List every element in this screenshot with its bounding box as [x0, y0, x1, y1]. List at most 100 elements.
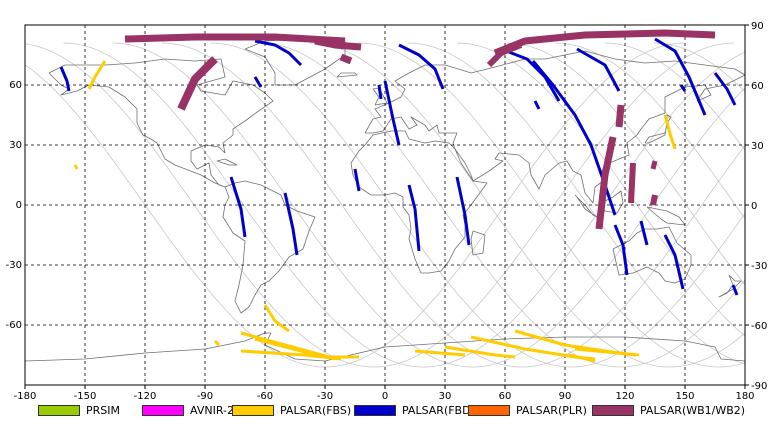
- coastline: [48, 58, 274, 188]
- x-tick-label: -90: [197, 391, 213, 402]
- orbit-track: [309, 42, 745, 368]
- legend: PRSIM AVNIR-2 PALSAR(FBS) PALSAR(FBD) PALSAR…: [0, 400, 770, 422]
- y-tick-label: 30: [9, 140, 22, 151]
- swath-palsar-fbs: [213, 339, 221, 347]
- latitude-tick-labels-left: 60 30 0 -30 -60: [6, 80, 22, 331]
- legend-item: PRSIM: [38, 404, 120, 417]
- y-tick-label: -90: [751, 381, 767, 392]
- swath-palsar-fbd: [713, 72, 737, 106]
- swath-palsar-fbs: [444, 345, 516, 359]
- swath-palsar-fbs: [414, 349, 466, 357]
- swath-palsar-fbd: [229, 176, 247, 238]
- orbit-track: [63, 42, 745, 368]
- legend-swatch: [232, 405, 274, 416]
- swath-palsar-fbs: [73, 164, 79, 170]
- coastline: [646, 206, 686, 226]
- x-tick-label: 180: [735, 391, 754, 402]
- swath-palsar-fbd: [679, 84, 687, 92]
- orbit-track: [555, 42, 745, 220]
- swath-palsar-wb1-wb2: [628, 162, 636, 204]
- latitude-tick-labels-right: 90 60 30 0 -30 -60 -90: [745, 21, 767, 392]
- swath-palsar-wb1-wb2: [339, 53, 353, 65]
- swath-palsar-fbd: [663, 234, 685, 290]
- swath-palsar-fbs: [574, 347, 640, 357]
- y-tick-label: 0: [16, 200, 22, 211]
- x-tick-label: -60: [257, 391, 273, 402]
- orbit-track: [112, 42, 745, 368]
- swath-palsar-fbd: [254, 39, 303, 67]
- swath-palsar-wb1-wb2: [177, 56, 218, 111]
- swath-palsar-fbd: [59, 66, 71, 92]
- legend-item: PALSAR(PLR): [468, 404, 587, 417]
- coastline: [222, 180, 316, 314]
- y-tick-label: 90: [751, 21, 764, 32]
- y-tick-label: 60: [9, 80, 22, 91]
- swath-palsar-wb1-wb2: [615, 104, 625, 128]
- orbit-track: [407, 42, 745, 365]
- x-tick-label: 30: [439, 391, 452, 402]
- legend-item: PALSAR(FBS): [232, 404, 351, 417]
- swath-palsar-wb1-wb2: [595, 136, 617, 230]
- y-tick-label: 60: [751, 81, 764, 92]
- swath-palsar-fbd: [398, 43, 445, 90]
- swath-palsar-fbs: [254, 337, 336, 361]
- legend-label: PRSIM: [86, 404, 120, 417]
- x-tick-label: 0: [382, 391, 388, 402]
- swath-palsar-fbd: [407, 184, 421, 252]
- swath-palsar-wb1-wb2: [650, 194, 658, 206]
- swath-palsar-fbd: [383, 80, 401, 146]
- legend-swatch: [38, 405, 80, 416]
- orbit-track: [210, 42, 745, 368]
- x-tick-label: 120: [615, 391, 634, 402]
- swath-palsar-fbd: [283, 192, 299, 256]
- swath-palsar-fbs: [663, 114, 677, 150]
- orbit-track: [260, 42, 745, 368]
- legend-item: PALSAR(WB1/WB2): [592, 404, 745, 417]
- swath-palsar-fbd: [639, 220, 649, 246]
- swath-palsar-fbs: [87, 60, 107, 90]
- swath-palsar-fbd: [353, 168, 361, 192]
- orbit-track: [25, 42, 735, 368]
- coastline: [574, 194, 598, 218]
- legend-swatch: [354, 405, 396, 416]
- legend-swatch: [142, 405, 184, 416]
- swath-palsar-fbd: [576, 47, 621, 92]
- y-tick-label: -30: [751, 261, 767, 272]
- x-tick-label: -150: [74, 391, 97, 402]
- swath-palsar-fbd: [500, 47, 561, 102]
- swath-palsar-wb1-wb2: [314, 37, 362, 51]
- y-tick-label: 0: [751, 201, 757, 212]
- coastline: [336, 72, 358, 78]
- y-tick-label: -60: [751, 321, 767, 332]
- legend-label: PALSAR(FBS): [280, 404, 352, 417]
- legend-item: AVNIR-2: [142, 404, 234, 417]
- legend-swatch: [592, 405, 634, 416]
- swath-palsar-wb1-wb2: [124, 33, 346, 45]
- lat-lon-grid: [25, 25, 745, 385]
- x-tick-label: -180: [14, 391, 37, 402]
- orbit-track: [456, 42, 745, 337]
- coastline: [216, 158, 238, 166]
- x-tick-label: 90: [559, 391, 572, 402]
- coastline: [644, 114, 672, 144]
- legend-item: PALSAR(FBD): [354, 404, 475, 417]
- x-tick-label: -30: [317, 391, 333, 402]
- observation-swaths: [59, 29, 739, 363]
- swath-palsar-fbd: [533, 100, 541, 110]
- coastline: [350, 130, 488, 274]
- orbit-track: [604, 42, 745, 151]
- x-tick-label: 60: [499, 391, 512, 402]
- swath-palsar-fbd: [654, 37, 707, 116]
- swath-palsar-fbs: [568, 353, 596, 363]
- y-tick-label: 30: [751, 141, 764, 152]
- swath-palsar-fbd: [613, 224, 629, 276]
- legend-label: AVNIR-2: [190, 404, 234, 417]
- swath-palsar-fbd: [731, 284, 739, 296]
- coastline: [470, 230, 486, 256]
- orbit-track: [161, 42, 745, 368]
- swath-palsar-wb1-wb2: [486, 42, 523, 68]
- swath-palsar-fbs: [263, 304, 290, 333]
- swath-palsar-fbd: [455, 176, 471, 246]
- swath-palsar-fbd: [253, 76, 263, 88]
